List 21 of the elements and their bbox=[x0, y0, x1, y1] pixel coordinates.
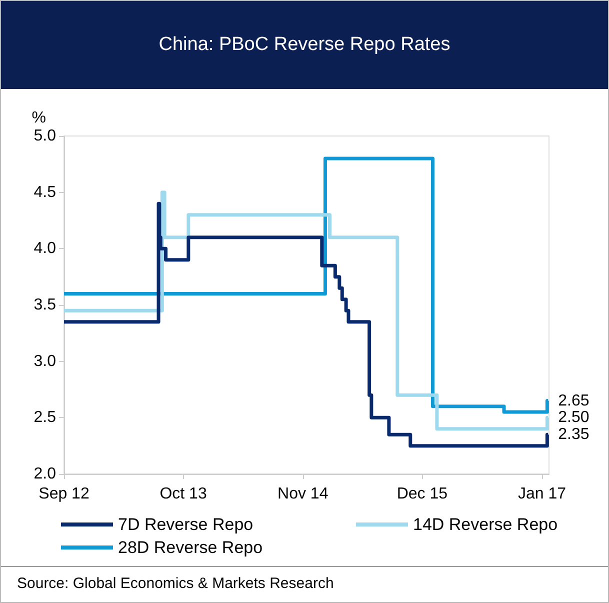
y-tick-label: 3.0 bbox=[34, 352, 56, 370]
y-tick-label: 4.0 bbox=[34, 240, 56, 258]
legend-label: 28D Reverse Repo bbox=[118, 538, 263, 557]
source-note: Source: Global Economics & Markets Research bbox=[1, 566, 608, 600]
y-tick-label: 3.5 bbox=[34, 296, 56, 314]
x-tick-label: Nov 14 bbox=[278, 486, 328, 502]
x-tick-label: Jan 17 bbox=[518, 486, 566, 502]
y-tick-label: 5.0 bbox=[34, 128, 56, 144]
chart-title: China: PBoC Reverse Repo Rates bbox=[1, 1, 608, 89]
annotation: 2.35 bbox=[558, 426, 590, 444]
annotation: 2.50 bbox=[558, 409, 590, 426]
x-tick-label: Dec 15 bbox=[396, 486, 448, 502]
y-tick-label: 4.5 bbox=[34, 184, 56, 201]
legend-label: 7D Reverse Repo bbox=[118, 515, 254, 534]
y-tick-label: 2.5 bbox=[34, 409, 56, 426]
x-tick-label: Sep 12 bbox=[38, 486, 90, 502]
y-tick-label: 2.0 bbox=[34, 466, 56, 482]
legend-label: 14D Reverse Repo bbox=[413, 515, 558, 534]
x-tick-label: Oct 13 bbox=[160, 486, 207, 502]
annotation: 2.65 bbox=[558, 392, 590, 410]
y-axis-title: % bbox=[32, 110, 46, 126]
